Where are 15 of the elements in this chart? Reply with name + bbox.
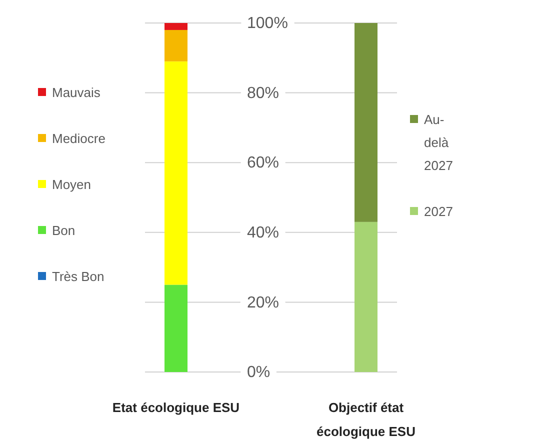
x-tick-label: Objectif état écologique ESU xyxy=(316,400,416,439)
legend-label: Moyen xyxy=(52,177,92,192)
x-tick-label: Etat écologique ESU xyxy=(112,400,240,415)
y-tick-label: 40% xyxy=(247,224,280,242)
y-tick-label: 80% xyxy=(247,84,280,102)
legend-label: Mediocre xyxy=(52,131,106,146)
legend-label: 2027 xyxy=(424,204,453,219)
y-tick-label: 20% xyxy=(247,294,280,312)
legend-label: Mauvais xyxy=(52,85,101,100)
legend-label: Au-delà 2027 xyxy=(424,112,453,173)
y-tick-label: 0% xyxy=(247,364,270,382)
legend-label: Très Bon xyxy=(52,269,104,284)
legend-label: Bon xyxy=(52,223,76,238)
y-tick-label: 100% xyxy=(247,15,288,32)
y-tick-label: 60% xyxy=(247,154,280,172)
